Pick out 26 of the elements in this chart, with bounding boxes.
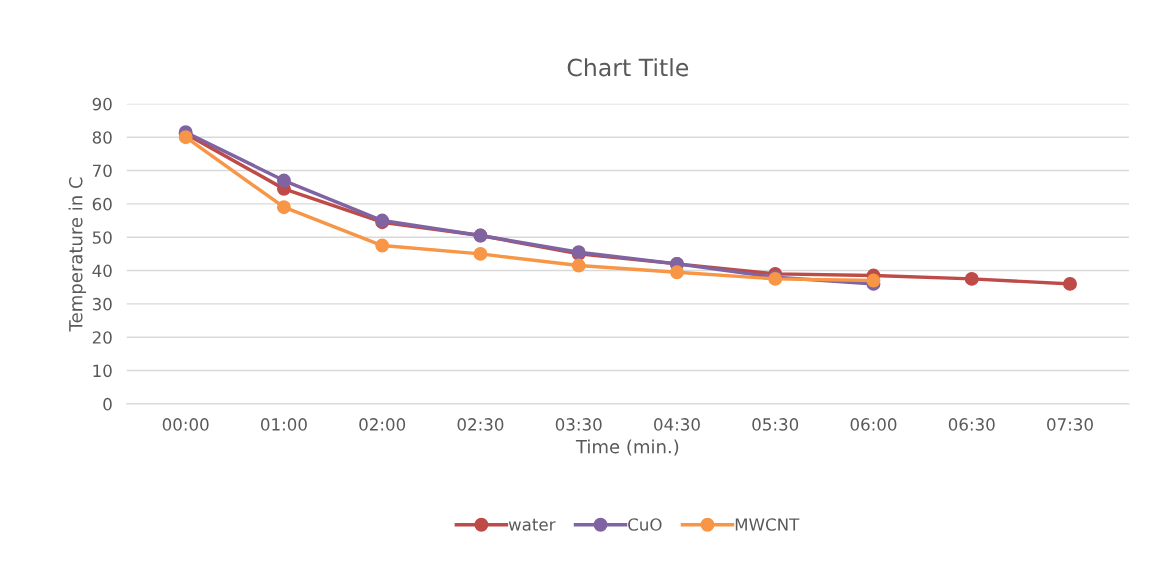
x-tick-label: 00:00 <box>162 418 209 431</box>
y-tick-label: 90 <box>92 97 112 111</box>
y-axis-title: Temperature in C <box>68 177 87 332</box>
x-tick-label: 03:30 <box>555 418 602 431</box>
legend-label: CuO <box>628 518 662 531</box>
y-tick-label: 70 <box>92 164 112 178</box>
x-tick-label: 04:30 <box>654 418 700 431</box>
x-tick-label: 06:30 <box>948 418 995 431</box>
y-tick-label: 60 <box>92 197 112 211</box>
y-tick-label: 0 <box>103 397 112 411</box>
x-tick-label: 05:30 <box>752 418 799 431</box>
x-tick-label: 07:30 <box>1047 418 1093 431</box>
y-tick-label: 30 <box>92 297 112 311</box>
x-tick-label: 02:00 <box>359 418 406 431</box>
chart-title: Chart Title <box>567 58 689 77</box>
y-tick-label: 20 <box>92 331 112 344</box>
y-tick-label: 10 <box>93 364 112 378</box>
y-tick-label: 80 <box>92 131 112 144</box>
x-tick-label: 06:00 <box>850 418 897 431</box>
legend-label: water <box>508 518 556 531</box>
x-tick-label: 02:30 <box>457 418 504 431</box>
legend-label: MWCNT <box>735 518 800 531</box>
y-tick-label: 50 <box>92 231 112 244</box>
x-tick-label: 01:00 <box>261 418 307 431</box>
y-tick-label: 40 <box>92 264 112 278</box>
x-axis-title: Time (min.) <box>575 439 679 456</box>
